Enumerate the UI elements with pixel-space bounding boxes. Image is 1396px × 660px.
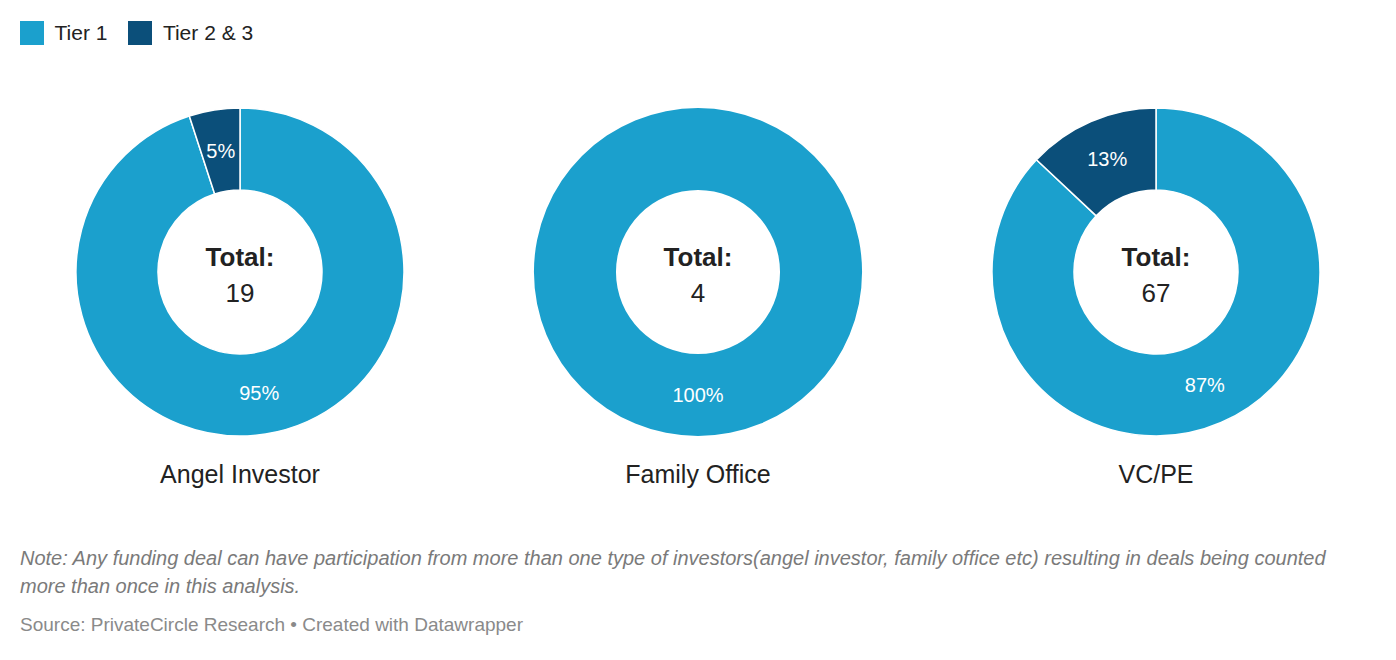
html-text:Tier 2 & 3: Tier 2 & 3 <box>162 20 254 44</box>
svg-text:Angel Investor: Angel Investor <box>160 460 320 488</box>
svg-text:Family Office: Family Office <box>625 460 770 488</box>
html-text:Source: PrivateCircle Research: Source: PrivateCircle Research • Created… <box>20 614 523 635</box>
svg-text:13%: 13% <box>1087 148 1127 170</box>
svg-text:Total:: Total: <box>1122 242 1191 272</box>
html-text:Note: Any funding deal can hav: Note: Any funding deal can have particip… <box>20 547 1326 597</box>
svg-text:VC/PE: VC/PE <box>1118 460 1193 488</box>
svg-text:100%: 100% <box>672 384 723 406</box>
svg-text:5%: 5% <box>206 140 235 162</box>
svg-text:95%: 95% <box>239 382 279 404</box>
svg-text:19: 19 <box>226 278 255 308</box>
svg-text:Total:: Total: <box>206 242 275 272</box>
svg-text:Total:: Total: <box>664 242 733 272</box>
html-text:Tier 1: Tier 1 <box>54 20 108 44</box>
svg-text:4: 4 <box>691 278 705 308</box>
svg-text:87%: 87% <box>1185 374 1225 396</box>
svg-text:67: 67 <box>1142 278 1171 308</box>
